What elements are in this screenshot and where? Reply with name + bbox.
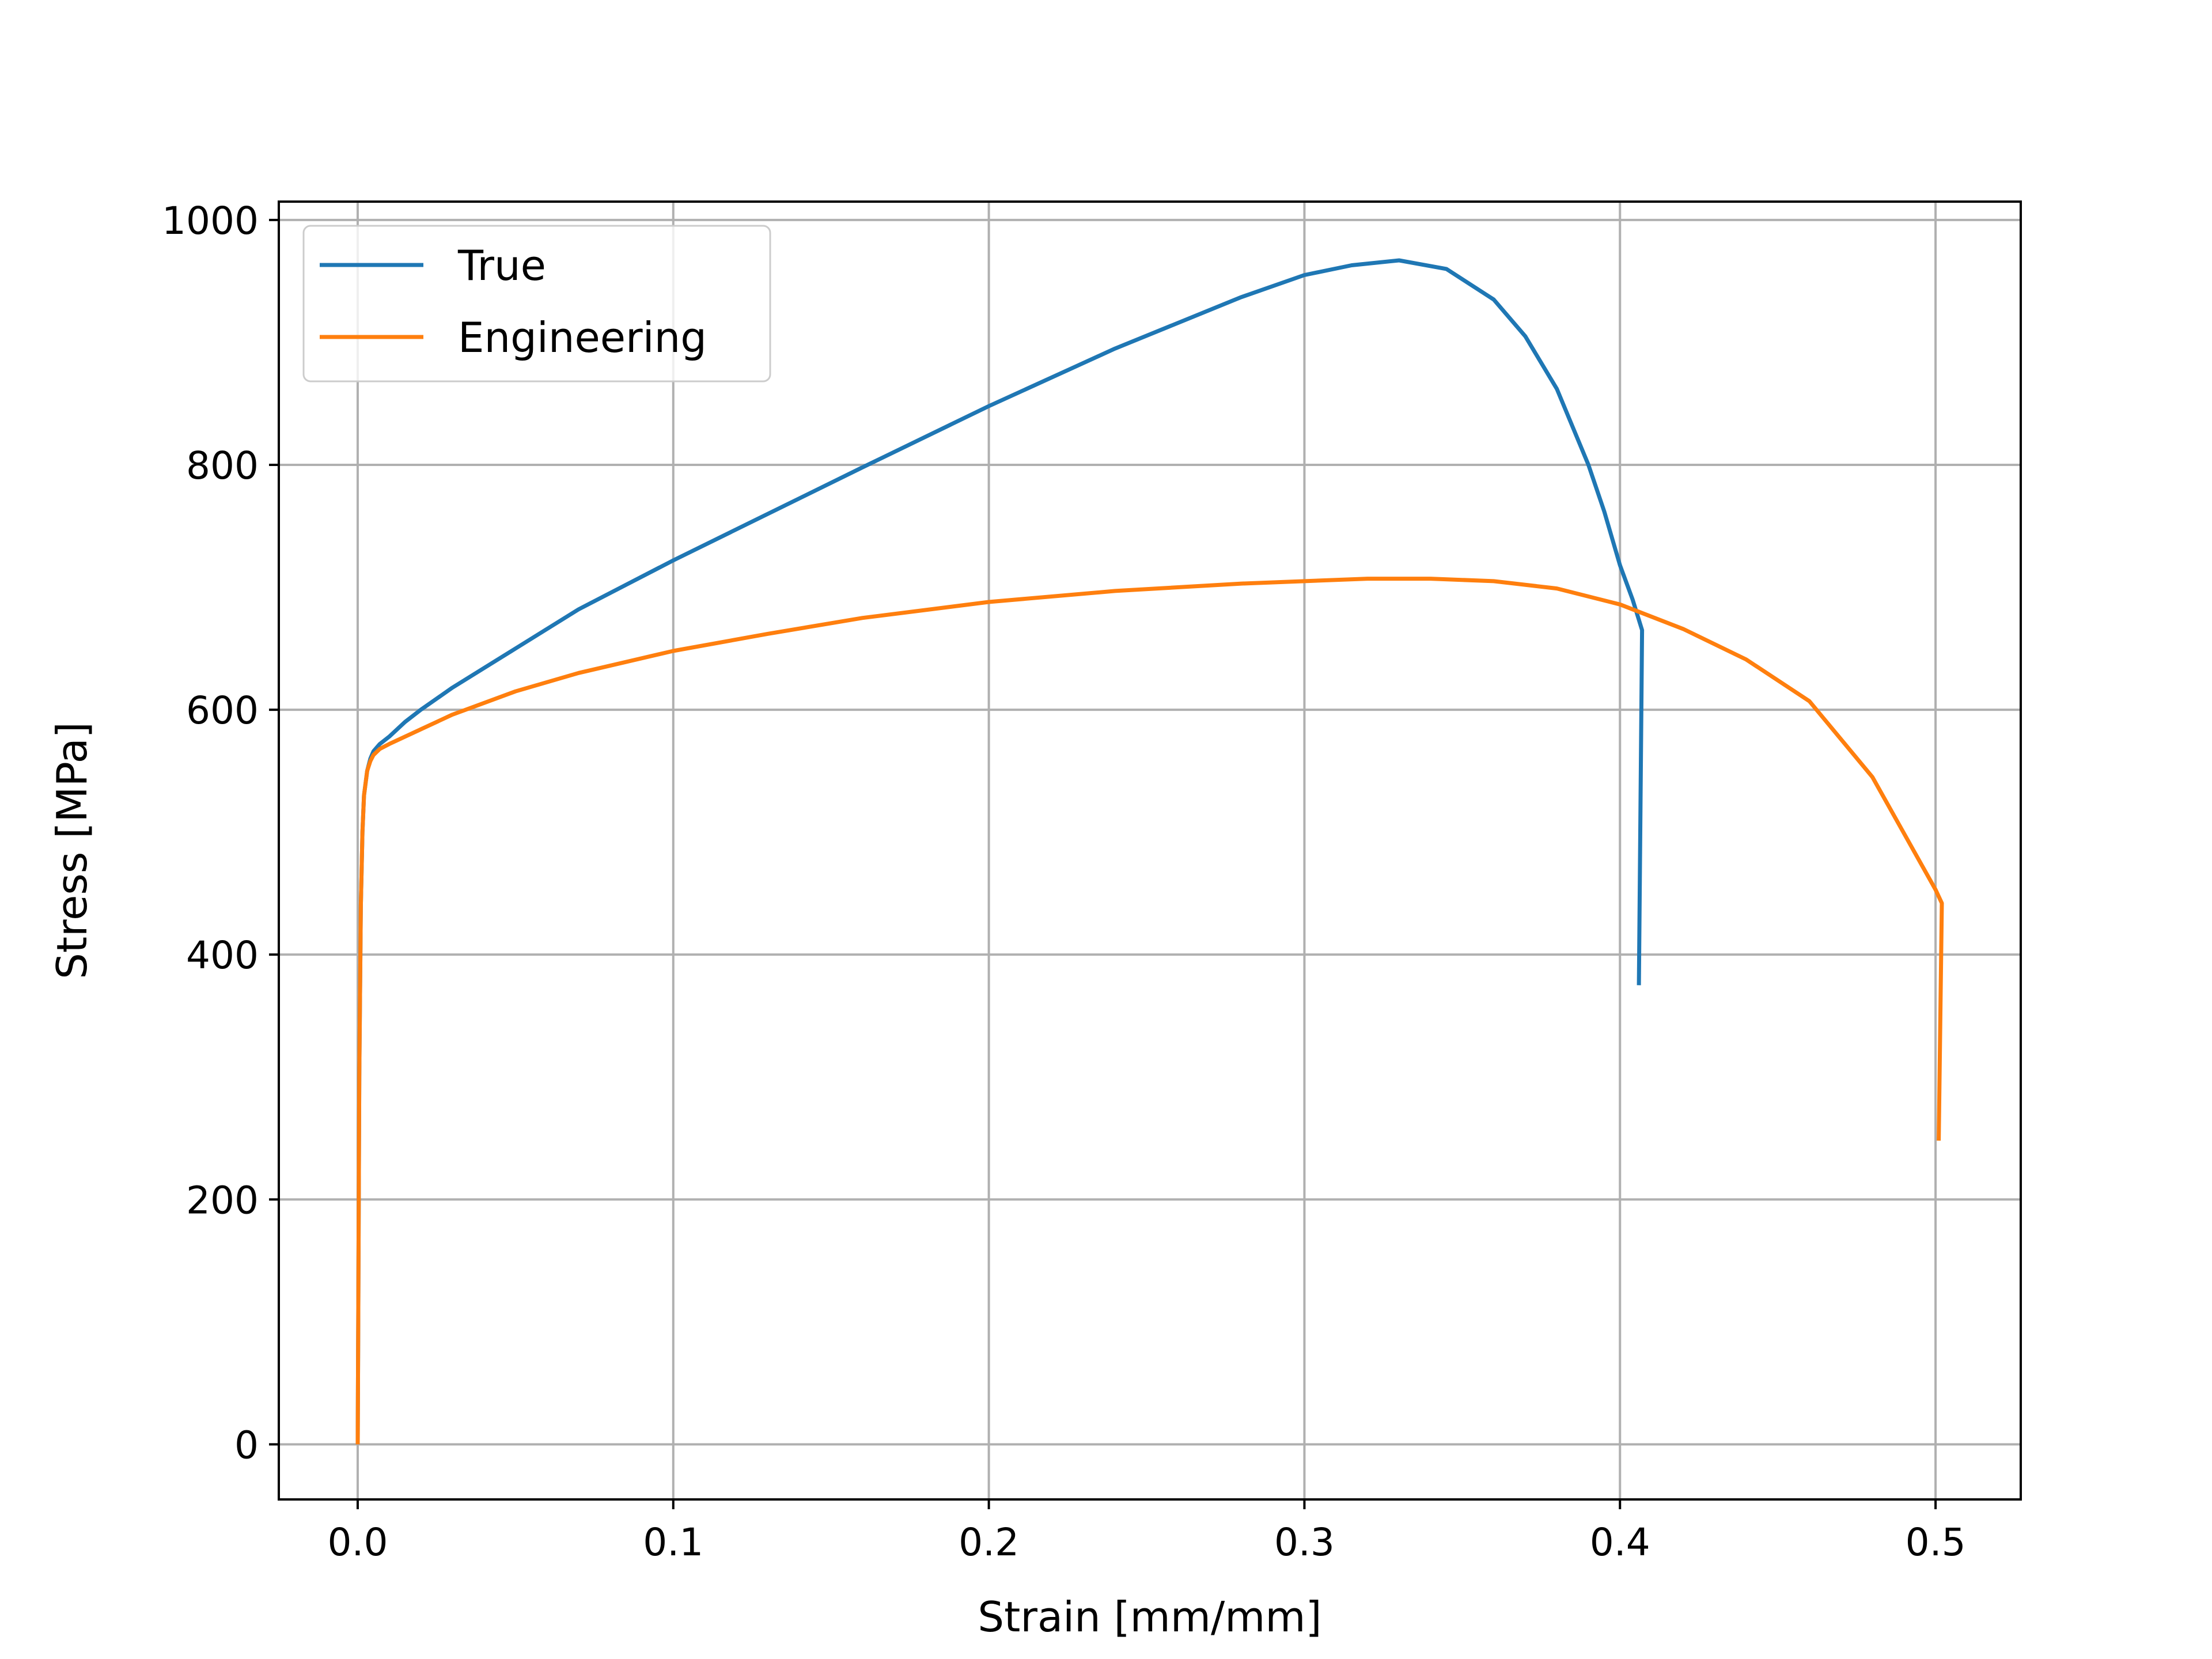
x-tick-label: 0.1 — [643, 1520, 703, 1565]
x-axis-label: Strain [mm/mm] — [978, 1593, 1321, 1641]
x-tick-label: 0.4 — [1590, 1520, 1650, 1565]
legend: True Engineering — [302, 225, 771, 382]
axis-ticks: 0.0 0.1 0.2 0.3 0.4 0.5 0 200 400 600 800 1000 — [162, 199, 1966, 1565]
y-tick-label: 1000 — [162, 199, 259, 243]
legend-label-true: True — [457, 241, 546, 290]
legend-label-engineering: Engineering — [458, 313, 707, 362]
plot-area-frame — [278, 200, 2022, 1501]
y-axis-label: Stress [MPa] — [48, 722, 96, 979]
grid-lines — [279, 202, 2021, 1499]
y-tick-label: 200 — [186, 1178, 259, 1222]
y-tick-label: 800 — [186, 444, 259, 488]
y-tick-label: 400 — [186, 933, 259, 978]
y-tick-label: 600 — [186, 688, 259, 733]
y-tick-label: 0 — [234, 1423, 259, 1467]
x-tick-label: 0.0 — [327, 1520, 388, 1565]
x-tick-label: 0.5 — [1906, 1520, 1966, 1565]
series-line-engineering — [355, 577, 1944, 1445]
series-lines — [355, 258, 1944, 1445]
x-tick-label: 0.3 — [1274, 1520, 1335, 1565]
x-tick-label: 0.2 — [959, 1520, 1019, 1565]
